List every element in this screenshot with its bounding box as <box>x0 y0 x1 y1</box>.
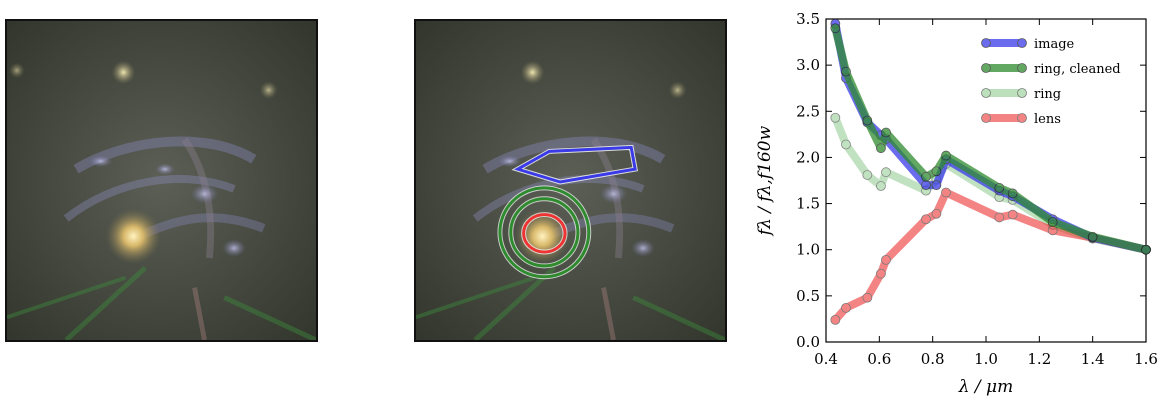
legend-marker-image <box>1017 38 1027 48</box>
legend-marker-ring <box>981 88 991 98</box>
y-tick-label: 2.0 <box>796 148 820 166</box>
data-point-ring-cleaned <box>876 143 886 154</box>
data-point-ring-cleaned <box>931 166 942 177</box>
legend-entry-image <box>981 38 1027 48</box>
series-ring-cleaned <box>830 23 1151 255</box>
data-point-ring-cleaned <box>1141 244 1151 255</box>
x-tick-label: 1.2 <box>1027 350 1051 368</box>
legend-marker-lens <box>981 113 991 123</box>
legend-marker-image <box>981 38 991 48</box>
data-point-image <box>921 180 931 191</box>
data-point-ring <box>862 170 873 180</box>
legend-marker-ring-cleaned <box>981 63 991 73</box>
data-point-ring-cleaned <box>1087 231 1098 242</box>
x-tick-label: 1.0 <box>974 350 998 368</box>
data-point-lens <box>830 314 841 325</box>
data-point-image <box>931 180 942 191</box>
series-lens <box>830 187 1151 325</box>
legend-label-ring-cleaned: ring, cleaned <box>1034 62 1121 77</box>
legend-label-image: image <box>1034 37 1075 52</box>
data-point-ring-cleaned <box>1007 188 1018 199</box>
legend-entry-ring <box>981 88 1027 98</box>
data-point-ring-cleaned <box>921 171 931 182</box>
x-tick-label: 0.4 <box>814 350 838 368</box>
x-axis-label: λ / μm <box>958 377 1013 397</box>
data-point-ring <box>876 181 886 191</box>
data-point-lens <box>994 212 1005 223</box>
y-tick-label: 1.0 <box>796 241 820 259</box>
data-point-ring <box>841 139 851 150</box>
legend-entry-lens <box>981 113 1027 123</box>
data-point-ring-cleaned <box>881 127 891 138</box>
data-point-ring-cleaned <box>994 182 1005 193</box>
sed-chart: 0.4 0.6 0.8 1.0 1.2 1.4 1.6 0.0 0.5 1.0 1.5 2.0 2.5 3… <box>755 10 1158 397</box>
data-point-ring-cleaned <box>862 115 873 126</box>
series-layer <box>830 18 1151 325</box>
legend: image ring, cleaned ring lens <box>981 37 1121 127</box>
data-point-ring <box>830 112 841 123</box>
data-point-lens <box>862 292 873 303</box>
y-tick-label: 0.5 <box>796 287 820 305</box>
diffraction-spikes <box>7 266 316 340</box>
legend-entry-ring-cleaned <box>981 63 1027 73</box>
legend-marker-lens <box>1017 113 1027 123</box>
data-point-ring <box>881 167 891 178</box>
galaxy-image <box>7 21 316 340</box>
data-point-ring-cleaned <box>830 23 841 34</box>
data-point-ring-cleaned <box>841 66 851 77</box>
y-axis-label: fλ / fλ,f160w <box>755 125 775 237</box>
legend-label-ring: ring <box>1034 87 1061 102</box>
x-tick-label: 0.8 <box>921 350 945 368</box>
y-tick-label: 0.0 <box>796 333 820 351</box>
galaxy-image-with-apertures <box>416 21 725 340</box>
data-point-lens <box>841 302 851 313</box>
series-line-lens <box>831 188 1150 324</box>
lens-galaxy-core <box>105 208 162 264</box>
x-tick-label: 1.6 <box>1134 350 1158 368</box>
legend-marker-ring <box>1017 88 1027 98</box>
y-tick-label: 1.5 <box>796 195 820 213</box>
data-point-ring-cleaned <box>941 150 951 161</box>
y-tick-label: 3.0 <box>796 56 820 74</box>
galaxy-image-with-apertures-panel <box>414 19 727 342</box>
legend-label-lens: lens <box>1034 112 1061 127</box>
data-point-lens <box>1007 209 1018 220</box>
y-tick-label: 3.5 <box>796 10 820 28</box>
data-point-lens <box>921 214 931 225</box>
data-point-lens <box>941 187 951 198</box>
x-tick-label: 1.4 <box>1081 350 1105 368</box>
x-tick-label: 0.6 <box>867 350 891 368</box>
galaxy-image-panel <box>5 19 318 342</box>
data-point-ring-cleaned <box>1047 217 1058 227</box>
axis-ticks: 0.4 0.6 0.8 1.0 1.2 1.4 1.6 0.0 0.5 1.0 1.5 2.0 2.5 3… <box>796 10 1158 368</box>
aperture-overlays <box>497 144 639 280</box>
data-point-lens <box>931 208 942 219</box>
data-point-lens <box>876 268 886 279</box>
data-point-lens <box>881 254 891 265</box>
legend-marker-ring-cleaned <box>1017 63 1027 73</box>
y-tick-label: 2.5 <box>796 102 820 120</box>
